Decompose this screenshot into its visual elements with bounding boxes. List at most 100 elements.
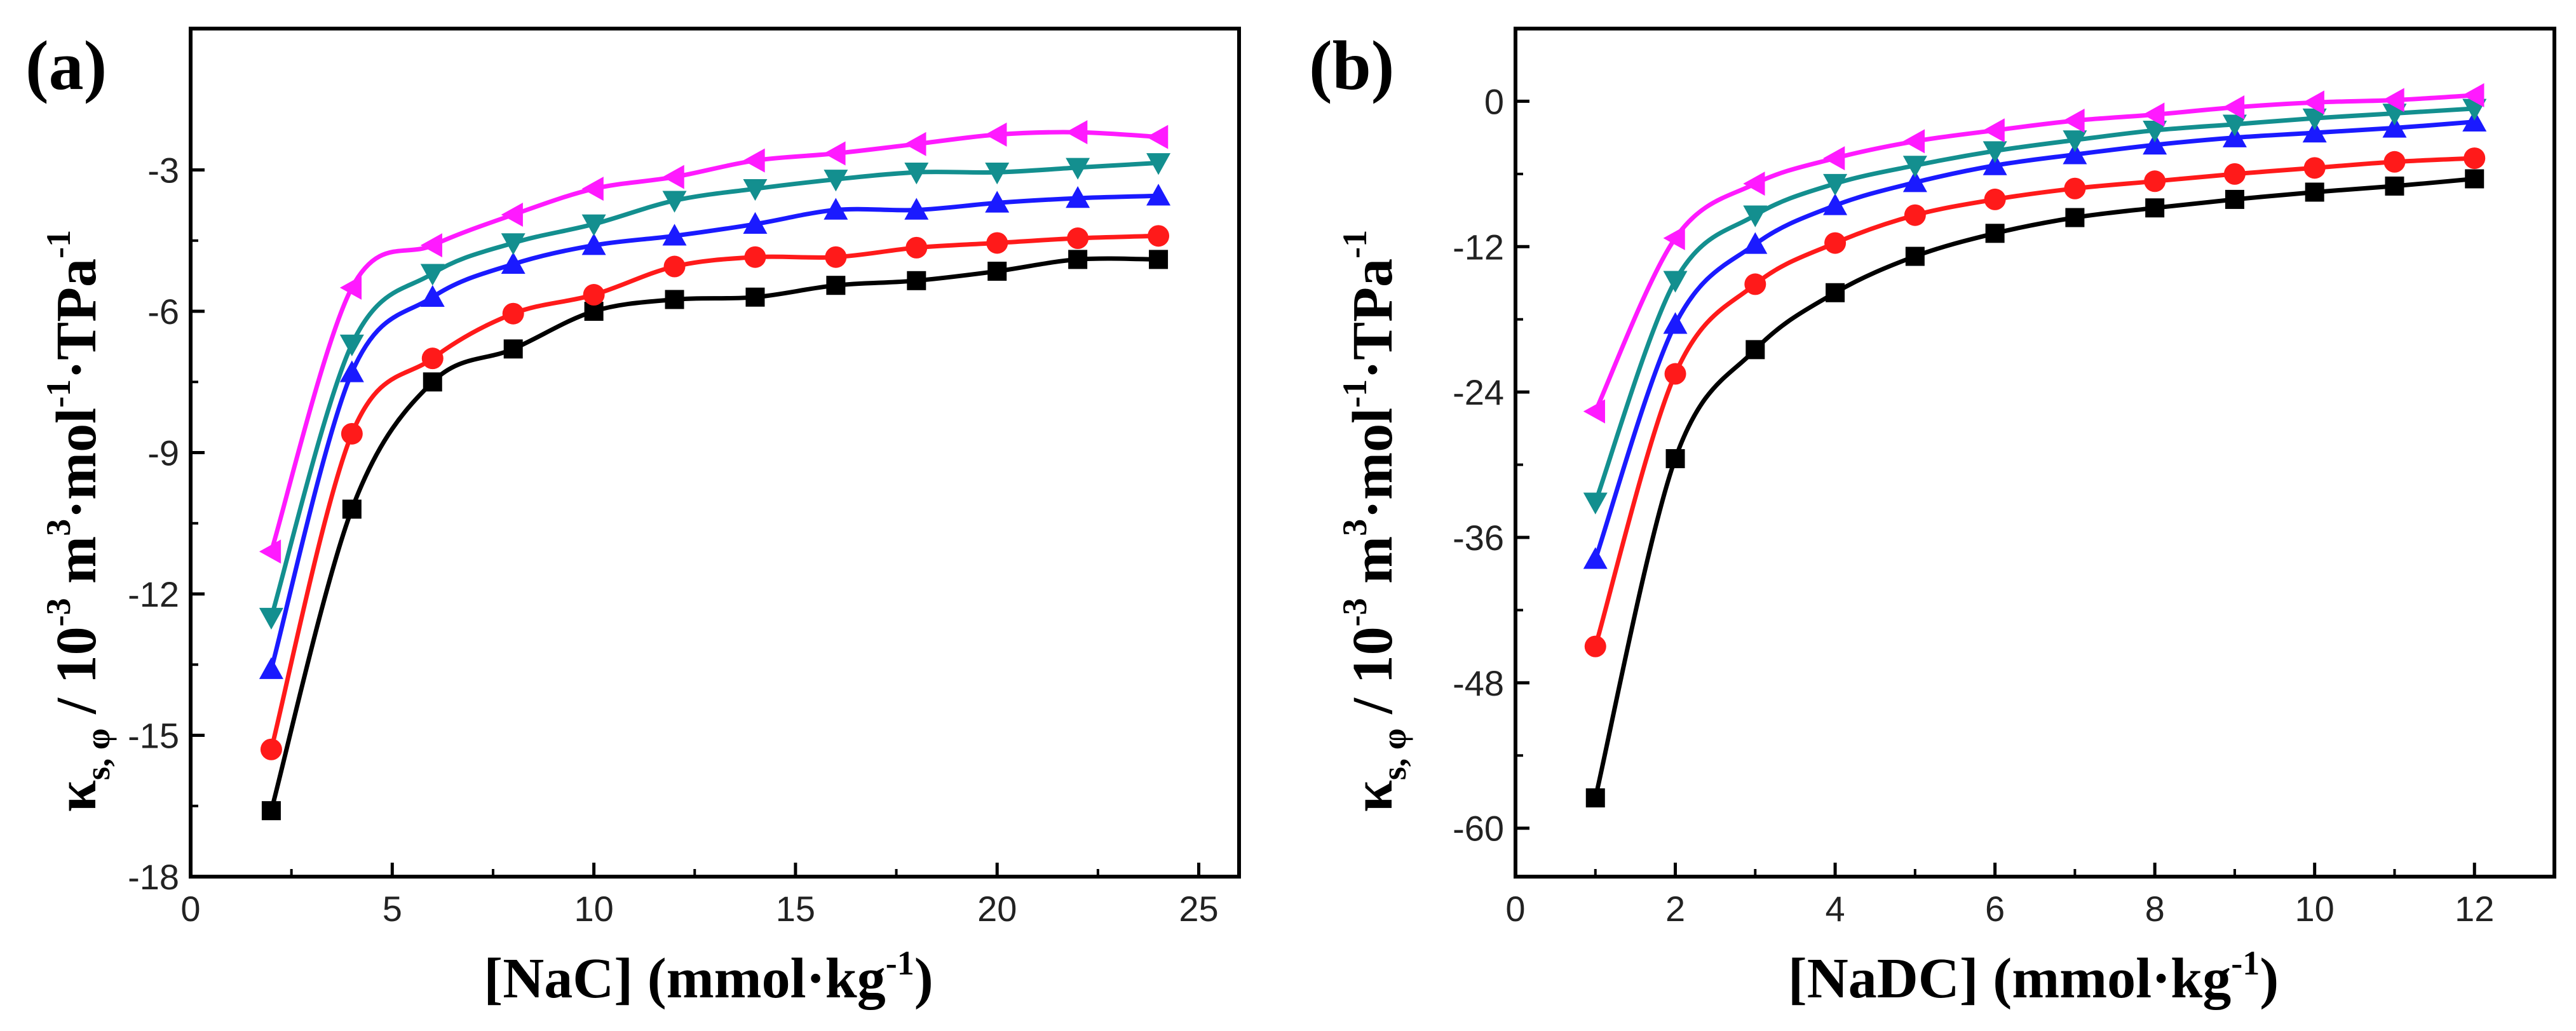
data-point-b-2 [2464, 147, 2486, 170]
data-point-b-1 [2305, 182, 2324, 202]
x-tick-label-b: 0 [1505, 889, 1525, 929]
data-point-b-2 [1824, 232, 1847, 254]
plot-frame-a [189, 27, 1241, 879]
data-point-b-4 [2143, 121, 2167, 143]
y-axis-label-b: κs, φ / 10-3 m3·mol-1·TPa-1 [1336, 230, 1413, 812]
data-point-b-1 [1905, 246, 1925, 266]
data-point-b-1 [2065, 208, 2085, 227]
data-point-a-5 [1146, 125, 1169, 149]
data-point-b-5 [2302, 90, 2324, 115]
data-point-b-2 [1664, 363, 1686, 385]
data-point-b-4 [1902, 156, 1927, 178]
data-point-a-5 [420, 233, 442, 258]
data-point-a-1 [987, 261, 1007, 281]
data-point-a-5 [259, 539, 281, 564]
data-point-b-2 [1904, 204, 1926, 226]
data-point-b-4 [1583, 492, 1608, 515]
data-point-b-3 [1663, 312, 1688, 334]
data-point-b-5 [2462, 83, 2484, 107]
data-point-b-1 [1985, 224, 2005, 243]
data-point-b-1 [1746, 340, 1765, 360]
data-point-b-5 [2143, 102, 2165, 127]
plot-frame-b [1514, 27, 2556, 879]
data-point-b-3 [1583, 547, 1608, 569]
x-tick-label-a: 15 [776, 889, 815, 929]
y-tick-label-b: 0 [1484, 81, 1504, 121]
data-point-a-3 [501, 252, 525, 274]
y-tick-label-b: -48 [1453, 663, 1504, 703]
data-point-b-3 [2382, 116, 2407, 138]
data-point-b-1 [2465, 169, 2484, 189]
data-point-a-4 [1066, 158, 1090, 180]
data-point-a-2 [583, 284, 605, 306]
data-point-a-5 [662, 165, 684, 189]
data-point-b-3 [1743, 232, 1768, 254]
x-tick-label-b: 12 [2455, 889, 2494, 929]
data-point-b-1 [2385, 176, 2404, 196]
data-point-a-5 [1066, 120, 1088, 145]
y-tick-label-a: -6 [147, 292, 179, 332]
data-point-a-4 [339, 334, 364, 356]
data-point-a-5 [985, 122, 1007, 147]
data-point-a-2 [986, 232, 1008, 254]
data-point-a-3 [1066, 186, 1090, 208]
x-tick-label-b: 6 [1985, 889, 2005, 929]
data-point-a-5 [824, 141, 846, 166]
series-line-b-1 [1593, 177, 2477, 800]
data-point-b-2 [2144, 170, 2166, 192]
data-point-a-4 [420, 264, 445, 286]
x-tick-label-a: 5 [383, 889, 402, 929]
data-point-a-1 [261, 801, 281, 821]
data-point-b-5 [1743, 172, 1765, 196]
data-point-a-1 [1149, 250, 1169, 269]
x-tick-label-a: 0 [180, 889, 200, 929]
data-point-b-5 [2382, 88, 2404, 112]
data-point-b-2 [2303, 157, 2326, 179]
data-point-a-1 [826, 276, 846, 295]
data-point-a-4 [259, 607, 283, 630]
x-tick-label-b: 4 [1825, 889, 1845, 929]
data-point-a-3 [339, 360, 364, 382]
data-point-a-1 [1068, 250, 1088, 269]
data-point-b-4 [1743, 205, 1768, 227]
y-tick-label-a: -9 [147, 433, 179, 473]
x-tick-label-b: 2 [1665, 889, 1685, 929]
data-point-a-3 [985, 191, 1010, 213]
data-point-a-3 [824, 198, 848, 220]
panel-label-b: (b) [1309, 27, 1394, 104]
data-point-b-3 [1902, 170, 1927, 192]
data-point-a-1 [423, 372, 442, 392]
data-point-a-3 [904, 198, 929, 220]
data-point-b-4 [2222, 114, 2247, 137]
data-point-a-1 [907, 271, 926, 290]
data-point-a-3 [259, 657, 283, 679]
y-tick-label-b: -24 [1453, 372, 1504, 412]
x-axis-label-b: [NaDC] (mmol·kg-1) [1788, 944, 2279, 1010]
panel-label-a: (a) [25, 27, 107, 104]
data-point-b-5 [1583, 399, 1605, 424]
data-point-b-3 [2302, 121, 2327, 143]
data-point-a-4 [904, 163, 929, 185]
data-point-b-4 [1663, 271, 1688, 293]
data-point-a-2 [663, 255, 686, 278]
series-line-a-1 [269, 256, 1161, 813]
data-point-a-2 [421, 347, 444, 370]
data-point-a-2 [341, 422, 363, 445]
panel-a: (a) κs, φ / 10-3 m3·mol-1·TPa-1 [NaC] (m… [25, 27, 1241, 1010]
data-point-a-2 [744, 246, 766, 268]
data-point-b-2 [1584, 635, 1606, 657]
data-point-a-4 [581, 214, 606, 236]
data-point-a-5 [743, 148, 765, 173]
data-point-a-4 [985, 163, 1010, 185]
data-point-a-3 [1146, 184, 1171, 206]
data-point-a-2 [502, 302, 524, 325]
x-tick-label-a: 10 [574, 889, 613, 929]
data-point-a-2 [1067, 227, 1089, 250]
data-point-b-2 [2383, 151, 2406, 173]
data-point-a-4 [824, 170, 848, 192]
data-point-a-3 [743, 212, 768, 234]
y-tick-label-a: -12 [128, 574, 179, 614]
series-line-b-5 [1593, 93, 2477, 414]
data-point-b-3 [2462, 109, 2487, 132]
data-point-b-4 [1823, 173, 1848, 196]
